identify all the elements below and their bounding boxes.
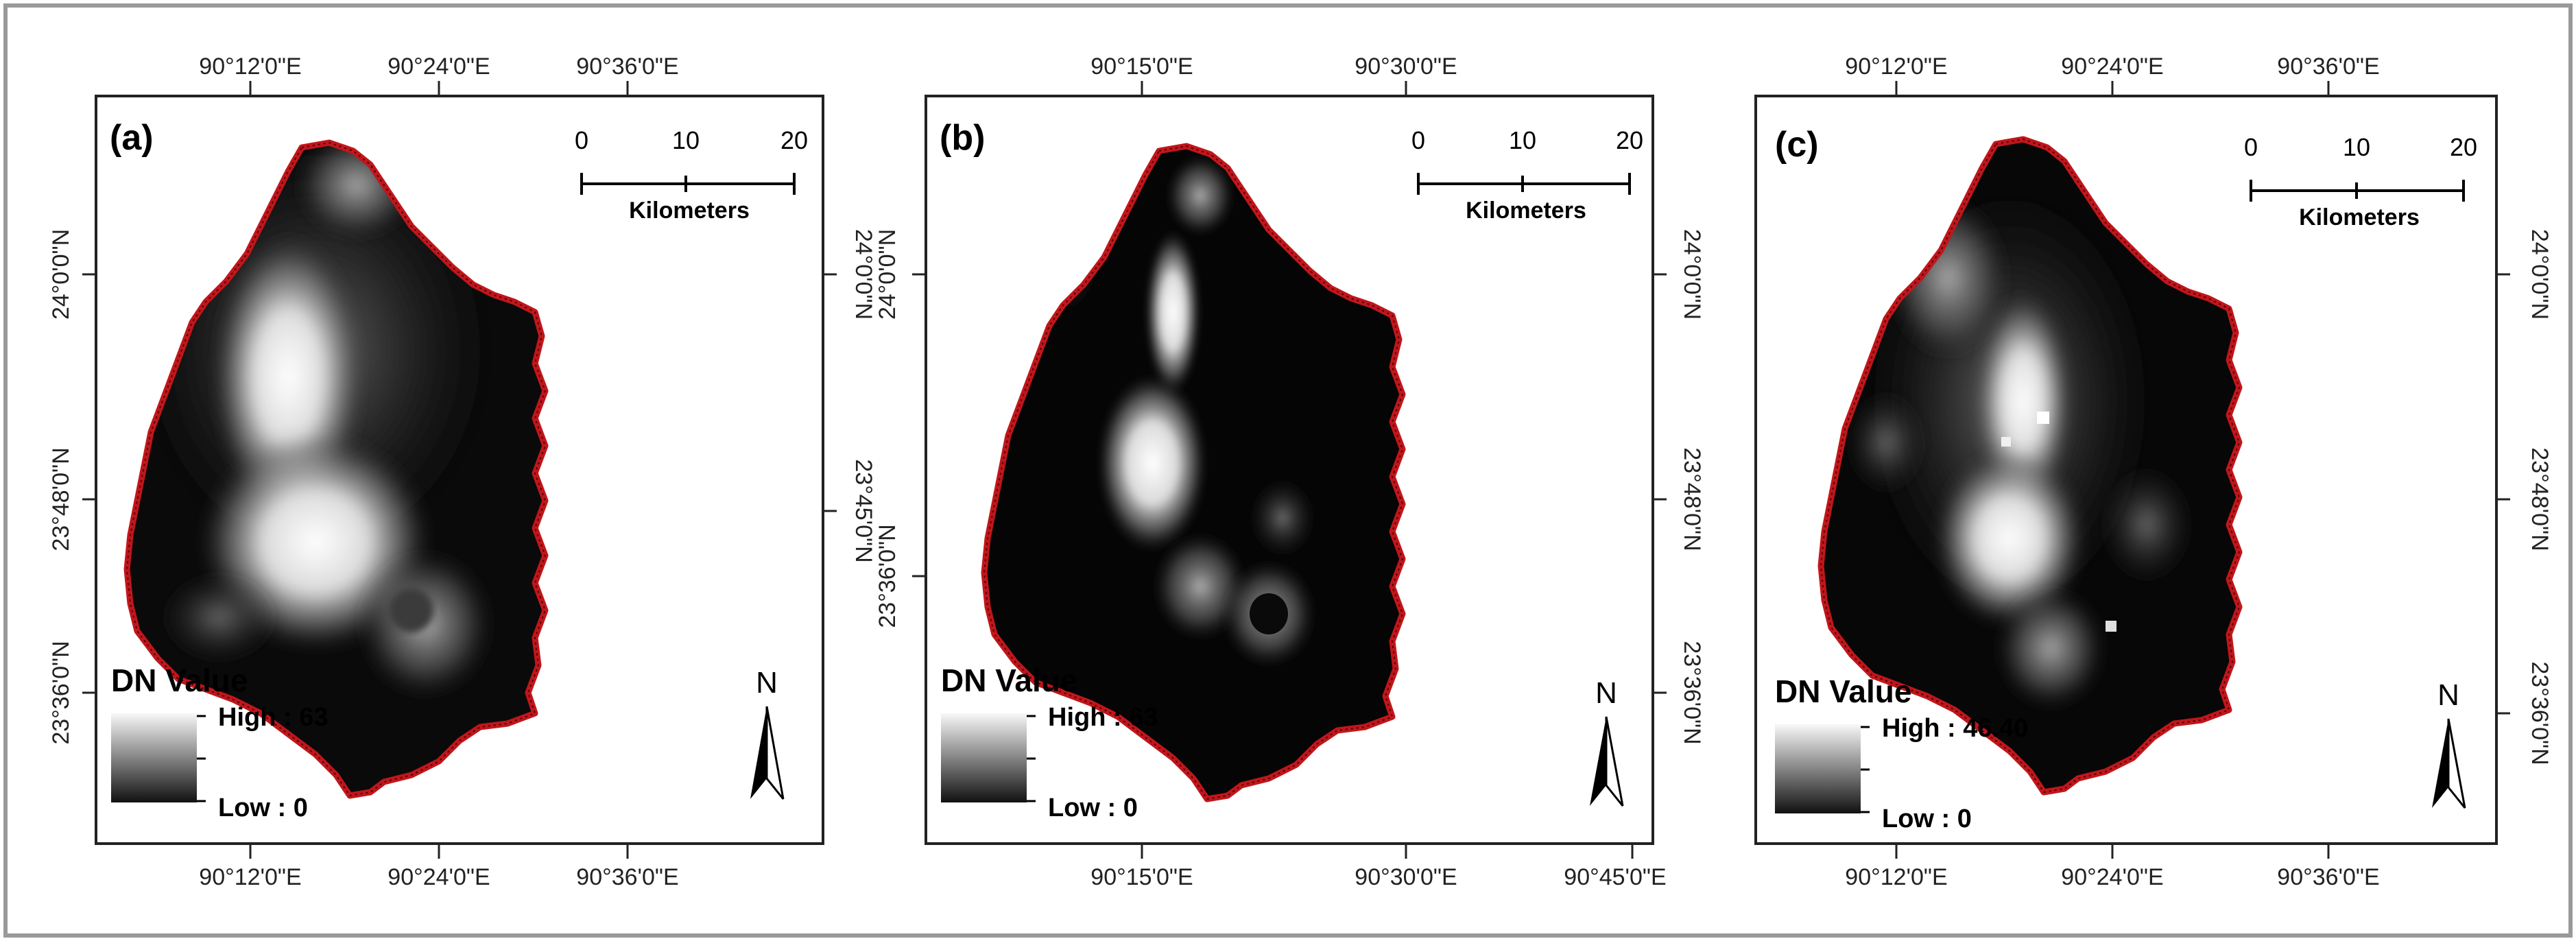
scale-bar: 0 10 20 Kilometers <box>575 126 808 224</box>
scale-bar: 0 10 20 Kilometers <box>1411 126 1643 224</box>
svg-text:DN Value: DN Value <box>941 663 1077 698</box>
svg-text:23°36'0"N: 23°36'0"N <box>48 641 74 744</box>
bottom-tick: 90°30'0"E <box>1355 864 1457 890</box>
right-ticks: 24°0'0"N 23°48'0"N 23°36'0"N <box>1653 229 1705 745</box>
top-tick: 90°36'0"E <box>2277 53 2379 80</box>
svg-text:20: 20 <box>2450 133 2477 161</box>
svg-text:10: 10 <box>2343 133 2370 161</box>
right-ticks: 24°0'0"N 23°48'0"N 23°36'0"N <box>2496 229 2553 765</box>
svg-text:N: N <box>1595 676 1617 710</box>
svg-text:Low : 0: Low : 0 <box>218 794 308 822</box>
svg-text:10: 10 <box>1509 126 1536 154</box>
svg-text:23°36'0"N: 23°36'0"N <box>1679 641 1705 744</box>
north-arrow-icon: N <box>2432 678 2466 809</box>
panel-label: (a) <box>110 118 154 158</box>
svg-text:24°0'0"N: 24°0'0"N <box>1679 229 1705 320</box>
svg-text:24°0'0"N: 24°0'0"N <box>850 229 876 320</box>
top-tick: 90°12'0"E <box>199 53 301 80</box>
panel-c: 90°12'0"E 90°24'0"E 90°36'0"E <box>1754 53 2553 890</box>
svg-text:High : 63: High : 63 <box>218 703 328 732</box>
panel-label: (b) <box>940 118 985 158</box>
left-ticks: 24°0'0"N 23°48'0"N 23°36'0"N <box>48 229 96 745</box>
svg-text:DN Value: DN Value <box>1775 674 1911 709</box>
left-ticks: 24°0'0"N 23°36'0"N <box>874 229 926 628</box>
legend: DN Value High : 46.40 Low : 0 <box>1775 674 2028 833</box>
svg-text:23°48'0"N: 23°48'0"N <box>1679 447 1705 551</box>
svg-text:20: 20 <box>780 126 808 154</box>
panel-b: 90°15'0"E 90°30'0"E (b) 0 10 20 <box>874 53 1705 890</box>
svg-text:Low : 0: Low : 0 <box>1048 794 1138 822</box>
svg-text:23°45'0"N: 23°45'0"N <box>850 459 876 562</box>
svg-text:23°48'0"N: 23°48'0"N <box>2527 447 2553 551</box>
top-tick: 90°36'0"E <box>576 53 678 80</box>
top-tick: 90°12'0"E <box>1845 53 1947 80</box>
top-tick: 90°30'0"E <box>1355 53 1457 80</box>
svg-text:10: 10 <box>672 126 700 154</box>
svg-text:23°36'0"N: 23°36'0"N <box>2527 661 2553 765</box>
top-tick: 90°24'0"E <box>387 53 490 80</box>
bottom-tick: 90°12'0"E <box>1845 864 1947 890</box>
svg-text:24°0'0"N: 24°0'0"N <box>874 229 901 320</box>
svg-text:0: 0 <box>1411 126 1425 154</box>
svg-text:Kilometers: Kilometers <box>629 198 750 224</box>
bottom-tick: 90°15'0"E <box>1090 864 1193 890</box>
svg-text:0: 0 <box>575 126 588 154</box>
svg-text:0: 0 <box>2244 133 2258 161</box>
panel-a: 90°12'0"E 90°24'0"E 90°36'0"E (a) <box>48 53 876 890</box>
svg-text:Low : 0: Low : 0 <box>1882 805 1972 833</box>
svg-text:N: N <box>756 666 778 700</box>
top-tick: 90°24'0"E <box>2061 53 2163 80</box>
bottom-tick: 90°24'0"E <box>387 864 490 890</box>
legend: DN Value High : 63 Low : 0 <box>941 663 1158 822</box>
bottom-tick: 90°24'0"E <box>2061 864 2163 890</box>
svg-text:High : 63: High : 63 <box>1048 703 1158 732</box>
svg-text:23°36'0"N: 23°36'0"N <box>874 524 901 628</box>
right-ticks: 24°0'0"N 23°45'0"N <box>823 229 876 563</box>
svg-text:N: N <box>2437 678 2459 712</box>
bottom-tick: 90°12'0"E <box>199 864 301 890</box>
north-arrow-icon: N <box>750 666 785 800</box>
svg-text:Kilometers: Kilometers <box>2299 204 2420 230</box>
svg-text:DN Value: DN Value <box>111 663 248 698</box>
top-tick: 90°15'0"E <box>1090 53 1193 80</box>
svg-text:24°0'0"N: 24°0'0"N <box>2527 229 2553 320</box>
panel-label: (c) <box>1775 125 1819 165</box>
svg-text:Kilometers: Kilometers <box>1466 198 1586 224</box>
svg-text:High : 46.40: High : 46.40 <box>1882 714 2028 743</box>
svg-text:23°48'0"N: 23°48'0"N <box>48 447 74 551</box>
bottom-tick: 90°36'0"E <box>2277 864 2379 890</box>
bottom-tick: 90°36'0"E <box>576 864 678 890</box>
north-arrow-icon: N <box>1590 676 1624 807</box>
svg-text:20: 20 <box>1616 126 1643 154</box>
svg-text:24°0'0"N: 24°0'0"N <box>48 229 74 320</box>
legend: DN Value High : 63 Low : 0 <box>111 663 328 822</box>
bottom-tick: 90°45'0"E <box>1564 864 1666 890</box>
scale-bar: 0 10 20 Kilometers <box>2244 133 2477 230</box>
